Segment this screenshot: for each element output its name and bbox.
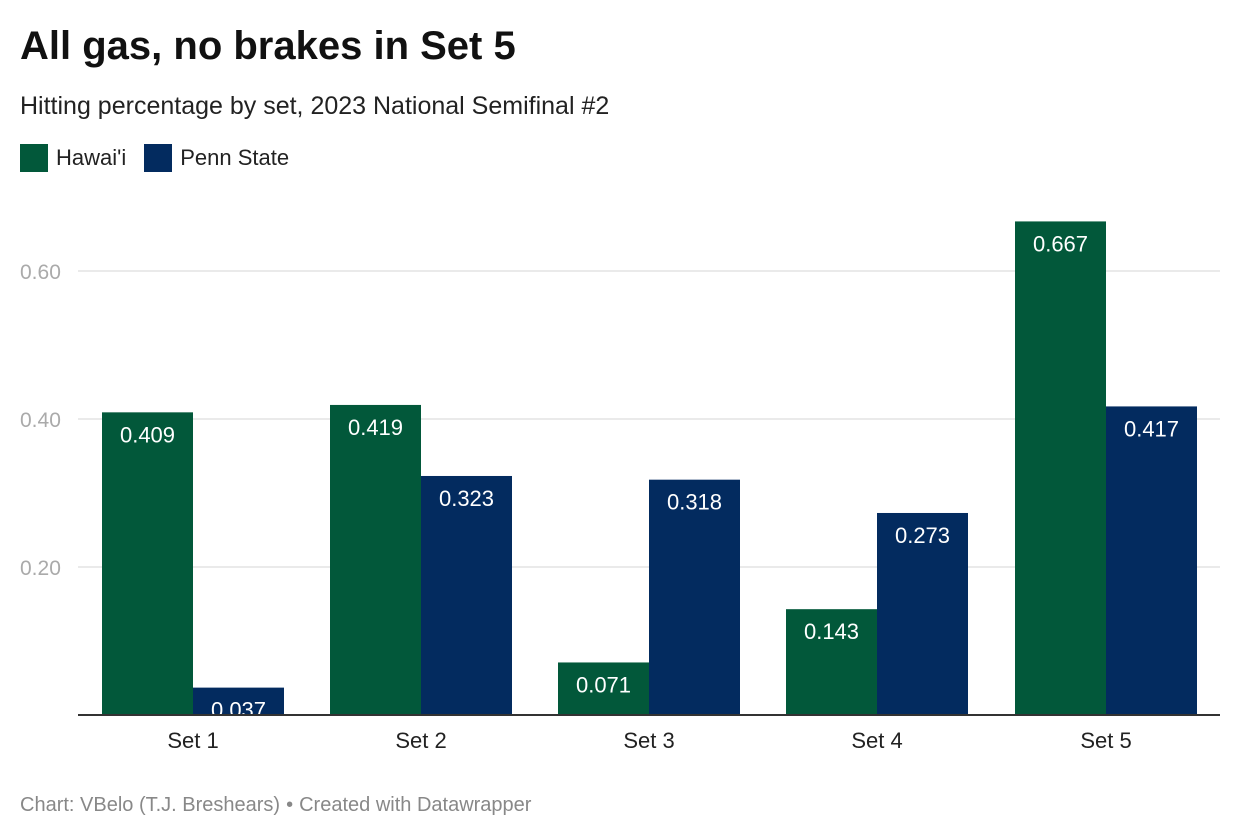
bar-value-label: 0.037	[211, 698, 266, 723]
x-tick-label: Set 4	[851, 728, 902, 753]
bar	[558, 662, 649, 715]
legend-label-hawaii: Hawai'i	[56, 145, 127, 170]
legend-swatch-penn-state	[144, 144, 173, 172]
bar-value-label: 0.318	[667, 490, 722, 515]
bar	[877, 512, 968, 715]
bar-value-label: 0.071	[576, 672, 631, 697]
legend: Hawai'i Penn State	[20, 144, 289, 172]
bar	[102, 412, 193, 715]
footer-source: Chart: VBelo (T.J. Breshears)	[20, 794, 281, 816]
bar-value-label: 0.667	[1033, 231, 1088, 256]
y-tick-label: 0.20	[20, 557, 61, 580]
bar-value-label: 0.419	[348, 415, 403, 440]
bar-value-label: 0.409	[120, 422, 175, 447]
footer-credit: Created with Datawrapper	[299, 794, 532, 816]
x-tick-label: Set 1	[167, 728, 218, 753]
chart-subtitle: Hitting percentage by set, 2023 National…	[20, 92, 610, 120]
chart-footer: Chart: VBelo (T.J. Breshears) • Created wi…	[20, 794, 531, 817]
footer-separator: •	[286, 794, 294, 816]
y-tick-label: 0.60	[20, 261, 61, 284]
x-tick-label: Set 2	[395, 728, 446, 753]
bar-value-label: 0.417	[1124, 416, 1179, 441]
x-tick-label: Set 5	[1080, 728, 1131, 753]
bar-value-label: 0.273	[895, 523, 950, 548]
x-tick-label: Set 3	[623, 728, 674, 753]
bar	[786, 609, 877, 715]
bar	[1015, 221, 1106, 716]
legend-item-penn-state: Penn State	[144, 144, 289, 172]
legend-item-hawaii: Hawai'i	[20, 144, 126, 172]
bar	[421, 475, 512, 715]
legend-label-penn-state: Penn State	[180, 145, 290, 170]
bar	[193, 687, 284, 715]
bar	[1106, 406, 1197, 715]
legend-swatch-hawaii	[20, 144, 48, 172]
chart-title: All gas, no brakes in Set 5	[20, 24, 516, 68]
bar-value-label: 0.323	[439, 486, 494, 511]
bar-value-label: 0.143	[804, 619, 859, 644]
y-tick-label: 0.40	[20, 409, 61, 432]
bar	[330, 404, 421, 715]
bar	[649, 479, 740, 715]
